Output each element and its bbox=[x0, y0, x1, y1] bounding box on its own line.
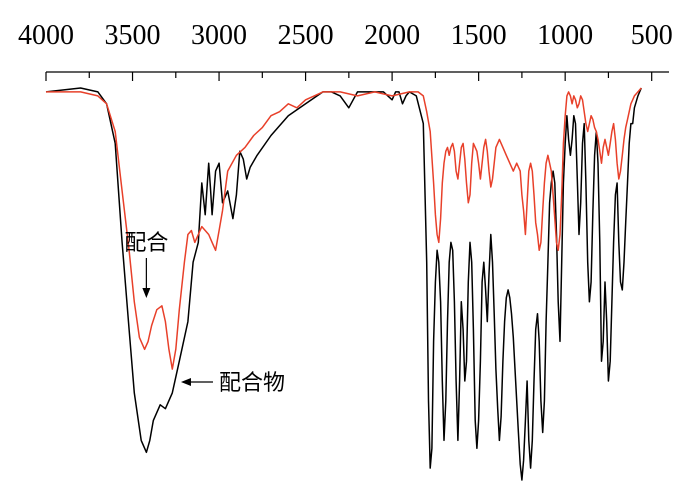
x-tick-label: 3500 bbox=[105, 20, 161, 51]
x-tick-label: 500 bbox=[631, 20, 673, 51]
annotation-label-complex: 配合 bbox=[124, 231, 168, 256]
x-tick-labels: 4000 3500 3000 2500 2000 1500 1000 500 bbox=[18, 20, 673, 51]
series-line-red bbox=[46, 87, 642, 370]
annotation-label-complex-compound: 配合物 bbox=[219, 371, 285, 396]
x-tick-label: 1500 bbox=[451, 20, 507, 51]
annotation-arrowhead-complex bbox=[142, 288, 151, 298]
x-axis-ticks bbox=[45, 72, 653, 81]
x-tick-label: 4000 bbox=[18, 20, 74, 51]
annotation-arrowhead-complex-compound bbox=[180, 378, 191, 386]
series-layer bbox=[45, 87, 642, 481]
x-tick-label: 1000 bbox=[537, 20, 593, 51]
x-tick-label: 2000 bbox=[364, 20, 420, 51]
x-tick-label: 2500 bbox=[278, 20, 334, 51]
x-tick-label: 3000 bbox=[191, 20, 247, 51]
annotations: 配合 配合物 bbox=[124, 231, 285, 396]
series-line-black bbox=[45, 87, 642, 481]
